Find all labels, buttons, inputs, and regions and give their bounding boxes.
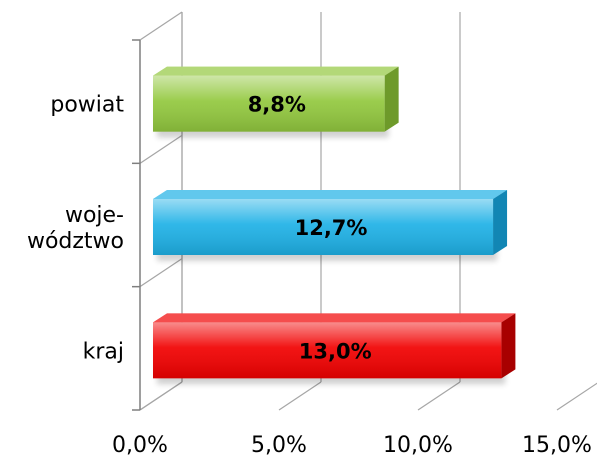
bars: [153, 66, 516, 385]
bar-top-face: [153, 66, 399, 76]
floor-gridline: [278, 381, 322, 411]
wall-gridline: [139, 134, 183, 164]
data-label: 8,8%: [248, 93, 306, 117]
bar-side-face: [384, 66, 399, 132]
floor-gridline: [556, 382, 597, 411]
wall-gridline: [139, 381, 183, 411]
bar: [153, 66, 399, 138]
category-label-line: kraj: [83, 339, 124, 364]
bar: [153, 313, 516, 385]
bar-front-shine: [153, 322, 502, 379]
floor-gridline: [417, 381, 461, 411]
category-label-line: powiat: [50, 93, 124, 118]
labels: 0,0% 5,0% 10,0% 15,0% 8,8% powiat 12,7% woje-wó…: [27, 93, 592, 458]
bar-top-face: [153, 313, 516, 323]
bar-side-face: [501, 313, 516, 379]
axes: [132, 39, 141, 411]
x-tick-label: 5,0%: [251, 433, 307, 458]
x-tick-label: 0,0%: [112, 433, 168, 458]
x-tick-label: 10,0%: [383, 433, 453, 458]
data-label: 12,7%: [295, 216, 368, 240]
x-tick-label: 15,0%: [522, 433, 592, 458]
bar-top-highlight: [153, 66, 399, 76]
bar-top-highlight: [153, 313, 516, 323]
bar-front-shine: [153, 199, 494, 255]
bar-top-face: [153, 190, 508, 199]
wall-gridline: [139, 258, 183, 288]
category-label: kraj: [83, 339, 124, 364]
category-label-line: wództwo: [27, 229, 124, 254]
data-label: 13,0%: [299, 339, 372, 363]
bar: [153, 190, 508, 261]
wall-gridline: [139, 11, 183, 41]
bar-top-highlight: [153, 190, 508, 199]
bar-side-face: [493, 190, 508, 255]
bar-front-shine: [153, 75, 385, 132]
category-label-line: woje-: [65, 203, 124, 228]
category-label: woje-wództwo: [27, 203, 124, 254]
category-label: powiat: [50, 93, 124, 118]
